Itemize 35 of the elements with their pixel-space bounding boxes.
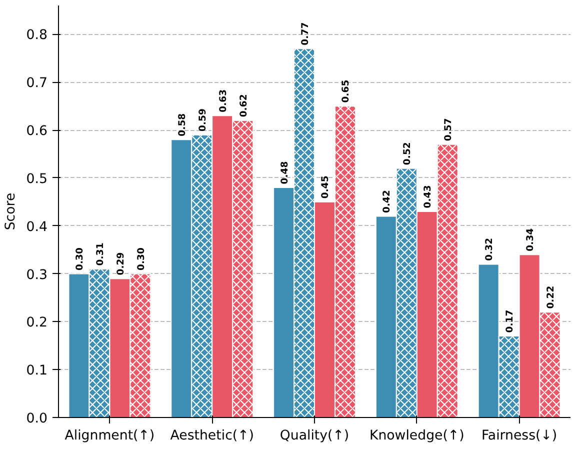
- x-tick-label: Knowledge(↑): [369, 428, 464, 444]
- data-label: 0.45: [320, 176, 332, 199]
- y-tick-label: 0.3: [26, 268, 48, 283]
- x-tick-label: Fairness(↓): [481, 428, 558, 444]
- y-tick-label: 0.7: [26, 76, 48, 92]
- data-label: 0.32: [484, 238, 496, 261]
- data-label: 0.22: [546, 286, 557, 309]
- data-label: 0.29: [115, 252, 126, 276]
- data-label: 0.62: [238, 94, 250, 118]
- data-label: 0.48: [279, 161, 290, 184]
- data-label: 0.77: [300, 22, 311, 46]
- y-tick-label: 0.0: [26, 412, 48, 426]
- y-tick-label: 0.8: [26, 28, 48, 44]
- data-label: 0.30: [136, 246, 147, 270]
- y-tick-label: 0.5: [26, 172, 48, 187]
- y-axis-title: Score: [3, 192, 18, 230]
- data-label: 0.58: [176, 113, 188, 136]
- data-label: 0.30: [74, 246, 86, 270]
- data-label: 0.63: [218, 89, 229, 112]
- y-tick-label: 0.6: [26, 124, 48, 140]
- data-label: 0.57: [443, 118, 454, 142]
- data-label: 0.59: [197, 108, 208, 132]
- y-tick-label: 0.4: [26, 220, 48, 235]
- y-tick-label: 0.1: [26, 364, 48, 379]
- data-label: 0.43: [422, 185, 434, 208]
- x-tick-label: Quality(↑): [280, 428, 350, 444]
- x-tick-label: Alignment(↑): [64, 428, 155, 444]
- data-label: 0.42: [382, 190, 393, 213]
- data-label: 0.52: [402, 142, 414, 166]
- data-label: 0.17: [504, 310, 516, 333]
- x-tick-label: Aesthetic(↑): [170, 428, 254, 444]
- y-tick-label: 0.2: [26, 316, 48, 331]
- data-label: 0.65: [340, 80, 352, 103]
- data-label: 0.31: [94, 242, 106, 266]
- data-label: 0.34: [525, 228, 536, 252]
